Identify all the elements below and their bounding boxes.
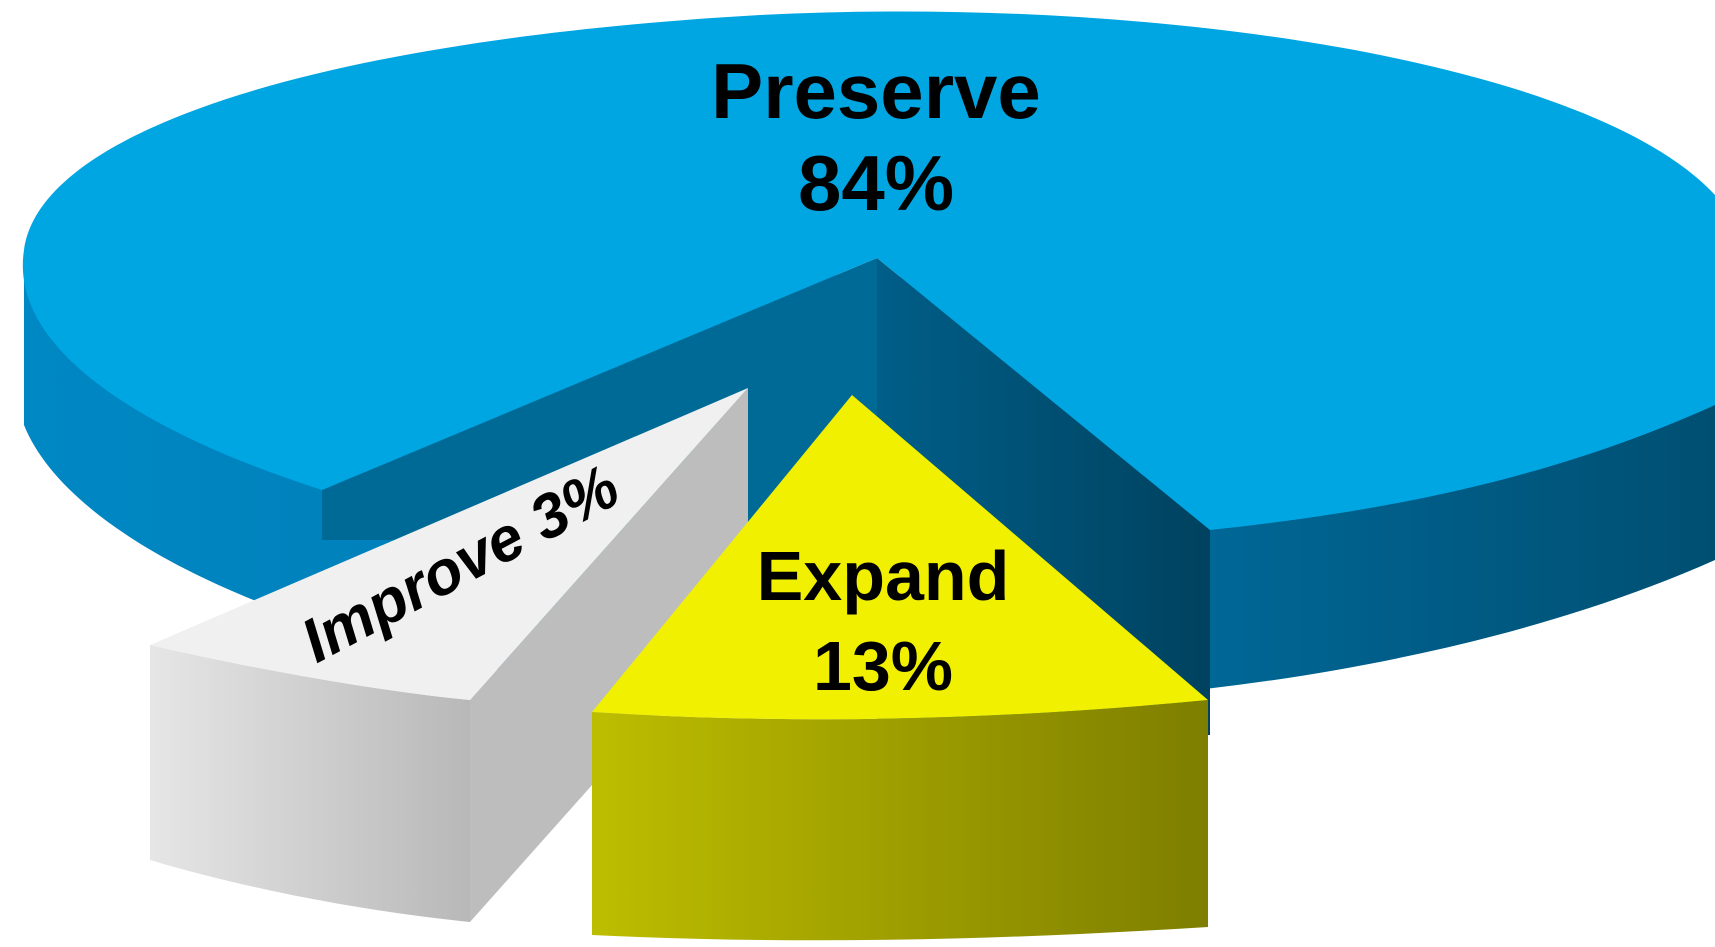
pie-slice-expand [592, 395, 1208, 941]
pie-slice-preserve-top [22, 11, 1715, 530]
label-expand-value: 13% [813, 627, 953, 705]
pie-slice-improve-side [150, 645, 470, 922]
label-expand-name: Expand [757, 537, 1010, 615]
label-preserve-name: Preserve [711, 47, 1041, 135]
pie-slice-improve [150, 388, 748, 922]
pie-slice-expand-side [592, 700, 1208, 941]
pie-slice-improve-cut [470, 388, 748, 922]
pie-slice-expand-top [592, 395, 1208, 720]
label-preserve-value: 84% [798, 139, 954, 227]
pie-slice-improve-top [150, 388, 748, 700]
